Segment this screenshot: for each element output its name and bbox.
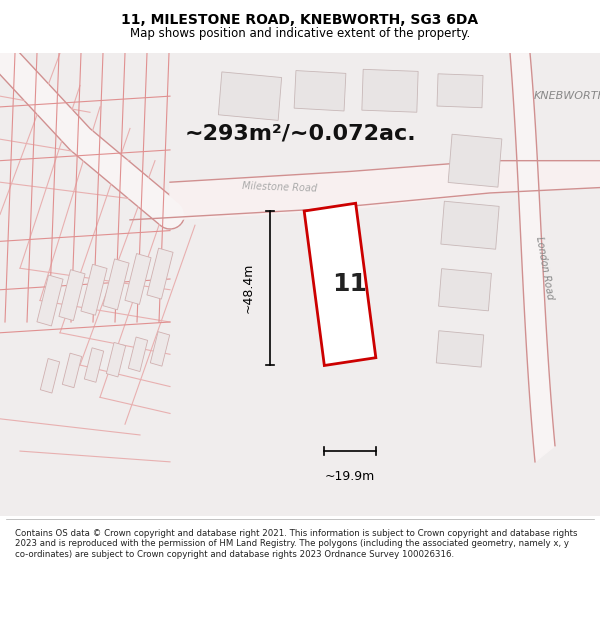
Text: ~48.4m: ~48.4m — [242, 263, 255, 314]
Bar — [147, 248, 173, 299]
Bar — [151, 332, 170, 366]
Bar — [37, 275, 63, 326]
Bar — [437, 74, 483, 108]
Bar — [103, 259, 129, 310]
Bar — [81, 264, 107, 315]
Text: ~19.9m: ~19.9m — [325, 471, 375, 484]
Bar — [125, 254, 151, 304]
Text: Map shows position and indicative extent of the property.: Map shows position and indicative extent… — [130, 27, 470, 40]
Polygon shape — [304, 203, 376, 366]
Text: KNEBWORTH: KNEBWORTH — [533, 91, 600, 101]
Bar — [436, 331, 484, 367]
Text: ~293m²/~0.072ac.: ~293m²/~0.072ac. — [184, 124, 416, 144]
Bar — [362, 69, 418, 112]
Text: 11: 11 — [332, 272, 367, 296]
Bar — [439, 269, 491, 311]
Polygon shape — [170, 161, 600, 220]
Bar — [62, 353, 82, 388]
Text: London Road: London Road — [535, 236, 556, 301]
Polygon shape — [510, 53, 555, 462]
Bar — [294, 71, 346, 111]
Bar — [448, 134, 502, 187]
Bar — [128, 337, 148, 371]
Bar — [218, 72, 281, 121]
Bar — [85, 348, 104, 382]
Text: 11, MILESTONE ROAD, KNEBWORTH, SG3 6DA: 11, MILESTONE ROAD, KNEBWORTH, SG3 6DA — [121, 13, 479, 28]
Text: Contains OS data © Crown copyright and database right 2021. This information is : Contains OS data © Crown copyright and d… — [15, 529, 577, 559]
Bar — [441, 201, 499, 249]
Bar — [106, 342, 125, 377]
Bar — [40, 359, 59, 393]
Bar — [59, 269, 85, 321]
Text: Milestone Road: Milestone Road — [242, 181, 318, 194]
